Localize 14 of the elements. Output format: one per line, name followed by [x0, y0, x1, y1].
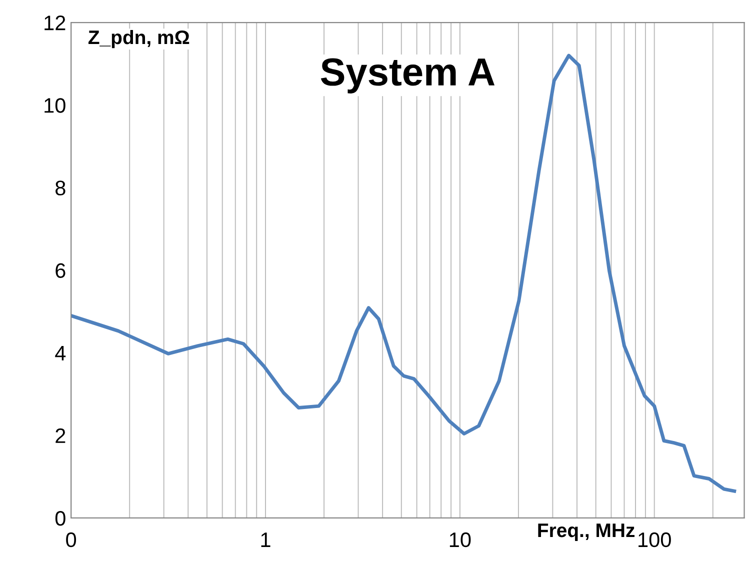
y-axis-title: Z_pdn, mΩ	[88, 30, 190, 48]
y-tick-label: 6	[56, 263, 66, 278]
y-tick-label: 4	[55, 346, 66, 360]
y-tick-label: 12	[44, 16, 66, 30]
x-axis-title: Freq., MHz	[538, 524, 635, 542]
y-tick-label: 2	[56, 428, 66, 443]
x-tick-label: 0	[66, 532, 76, 548]
y-tick-label: 10	[44, 98, 66, 113]
x-tick-label: 1	[261, 532, 270, 547]
y-tick-label: 8	[56, 180, 66, 196]
y-tick-label: 0	[55, 510, 66, 526]
x-tick-label: 10	[450, 532, 471, 548]
text: System A	[320, 58, 495, 94]
x-tick-label: 100	[638, 532, 671, 548]
